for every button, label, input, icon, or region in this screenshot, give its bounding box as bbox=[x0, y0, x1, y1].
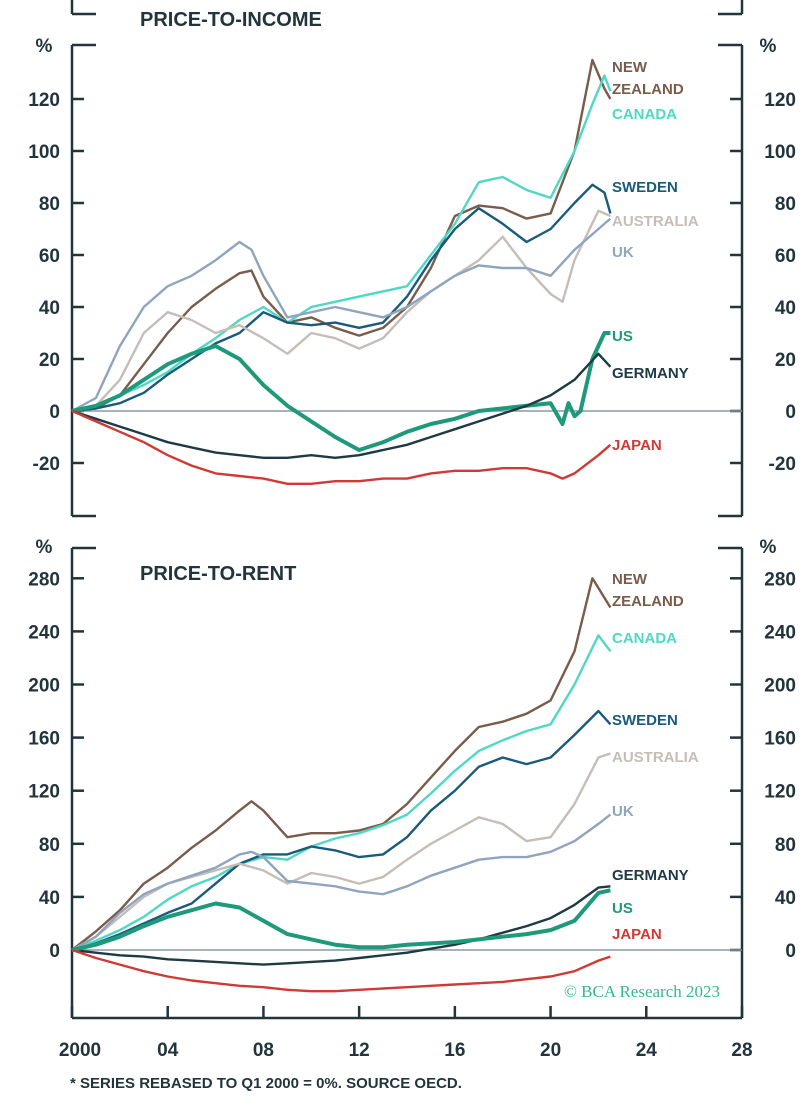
series-label-germany: GERMANY bbox=[612, 867, 689, 884]
y-tick-label-right: 0 bbox=[785, 402, 796, 423]
x-tick-label: 20 bbox=[540, 1040, 561, 1061]
y-tick-label-left: 80 bbox=[39, 835, 60, 856]
x-tick-label: 2000 bbox=[59, 1040, 101, 1061]
y-tick-label-right: 40 bbox=[775, 298, 796, 319]
x-tick-label: 12 bbox=[349, 1040, 370, 1061]
y-tick-label-left: 40 bbox=[39, 888, 60, 909]
y-unit-left: % bbox=[36, 36, 53, 57]
series-line-us bbox=[71, 331, 611, 452]
price-to-rent-panel: PRICE-TO-RENT% % 0 0 40 40 80 80 120 120 160 160 200… bbox=[28, 537, 796, 1018]
y-tick-label-right: 80 bbox=[775, 835, 796, 856]
series-label-australia: AUSTRALIA bbox=[612, 749, 699, 766]
y-tick-label-left: 0 bbox=[49, 941, 60, 962]
series-label-us: US bbox=[612, 328, 633, 345]
watermark: © BCA Research 2023 bbox=[564, 982, 720, 1001]
y-tick-label-right: 60 bbox=[775, 246, 796, 267]
series-line-us bbox=[71, 888, 611, 952]
y-tick-label-left: 280 bbox=[28, 569, 60, 590]
y-tick-label-left: 40 bbox=[39, 298, 60, 319]
price-to-income-panel: PRICE-TO-INCOME% % -20 -20 0 0 20 20 40 40 60 60 80 8… bbox=[28, 0, 796, 518]
x-tick-label: 16 bbox=[444, 1040, 465, 1061]
series-line-japan bbox=[71, 409, 612, 485]
series-line-australia bbox=[71, 209, 611, 413]
y-tick-label-right: 80 bbox=[775, 194, 796, 215]
y-unit-right: % bbox=[760, 36, 777, 57]
x-tick-label: 08 bbox=[253, 1040, 274, 1061]
series-label-sweden: SWEDEN bbox=[612, 179, 678, 196]
y-tick-label-right: 40 bbox=[775, 888, 796, 909]
chart-title: PRICE-TO-RENT bbox=[140, 563, 296, 585]
y-tick-label-left: 240 bbox=[28, 622, 60, 643]
series-label-sweden: SWEDEN bbox=[612, 712, 678, 729]
x-axis: 2000 04 08 12 16 20 24 28 bbox=[59, 1006, 753, 1061]
chart-title: PRICE-TO-INCOME bbox=[140, 9, 322, 31]
series-label-uk: UK bbox=[612, 244, 634, 261]
series-line-germany bbox=[71, 885, 611, 966]
y-tick-label-right: 0 bbox=[785, 941, 796, 962]
y-tick-label-left: 120 bbox=[28, 782, 60, 803]
series-line-uk bbox=[71, 217, 612, 413]
x-tick-label: 28 bbox=[731, 1040, 752, 1061]
series-line-japan bbox=[71, 948, 611, 993]
y-tick-label-right: 20 bbox=[775, 350, 796, 371]
series-line-new-zealand bbox=[71, 577, 612, 951]
series-label-japan: JAPAN bbox=[612, 437, 662, 454]
series-label-japan: JAPAN bbox=[612, 926, 662, 943]
y-unit-left: % bbox=[36, 537, 53, 558]
series-label-new-zealand: ZEALAND bbox=[612, 593, 684, 610]
series-label-new-zealand: NEW bbox=[612, 59, 648, 76]
series-label-us: US bbox=[612, 900, 633, 917]
series-label-canada: CANADA bbox=[612, 106, 677, 123]
x-tick-label: 24 bbox=[636, 1040, 658, 1061]
y-tick-label-left: 120 bbox=[28, 90, 60, 111]
y-tick-label-right: 240 bbox=[764, 622, 796, 643]
y-tick-label-left: 20 bbox=[39, 350, 60, 371]
series-line-uk bbox=[71, 813, 612, 952]
y-tick-label-right: 160 bbox=[764, 729, 796, 750]
y-tick-label-left: 200 bbox=[28, 676, 60, 697]
y-unit-right: % bbox=[760, 537, 777, 558]
y-tick-label-left: -20 bbox=[33, 454, 60, 475]
y-tick-label-right: 280 bbox=[764, 569, 796, 590]
y-tick-label-left: 80 bbox=[39, 194, 60, 215]
series-line-germany bbox=[71, 352, 612, 459]
y-tick-label-left: 160 bbox=[28, 729, 60, 750]
x-tick-label: 04 bbox=[157, 1040, 179, 1061]
footnote: * SERIES REBASED TO Q1 2000 = 0%. SOURCE… bbox=[70, 1075, 462, 1092]
y-tick-label-right: 120 bbox=[764, 90, 796, 111]
y-tick-label-right: 120 bbox=[764, 782, 796, 803]
y-tick-label-left: 100 bbox=[28, 142, 60, 163]
series-line-canada bbox=[71, 634, 612, 952]
y-tick-label-left: 60 bbox=[39, 246, 60, 267]
series-label-new-zealand: NEW bbox=[612, 571, 648, 588]
series-label-australia: AUSTRALIA bbox=[612, 213, 699, 230]
series-label-canada: CANADA bbox=[612, 630, 677, 647]
y-tick-label-left: 0 bbox=[49, 402, 60, 423]
y-tick-label-right: -20 bbox=[769, 454, 796, 475]
series-label-new-zealand: ZEALAND bbox=[612, 81, 684, 98]
y-tick-label-right: 200 bbox=[764, 676, 796, 697]
series-line-sweden bbox=[71, 183, 612, 413]
series-line-canada bbox=[71, 74, 612, 413]
series-line-new-zealand bbox=[71, 58, 612, 413]
series-label-uk: UK bbox=[612, 803, 634, 820]
y-tick-label-right: 100 bbox=[764, 142, 796, 163]
series-line-sweden bbox=[71, 709, 612, 952]
series-label-germany: GERMANY bbox=[612, 365, 689, 382]
